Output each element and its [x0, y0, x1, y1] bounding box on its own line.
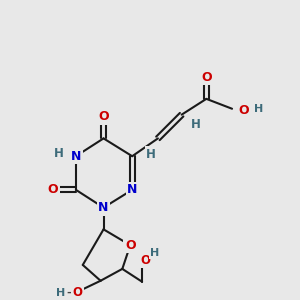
- Text: O: O: [238, 104, 249, 117]
- Text: O: O: [201, 70, 212, 84]
- Text: O: O: [48, 183, 58, 196]
- Text: H: H: [254, 104, 263, 114]
- Text: H: H: [56, 288, 66, 298]
- Text: H: H: [150, 248, 160, 258]
- Text: N: N: [71, 150, 81, 163]
- Text: N: N: [98, 201, 109, 214]
- Text: O: O: [140, 254, 150, 266]
- Text: N: N: [127, 183, 137, 196]
- Text: O: O: [98, 110, 109, 123]
- Text: H: H: [146, 148, 156, 161]
- Text: O: O: [73, 286, 83, 299]
- Text: H: H: [54, 147, 64, 160]
- Text: H: H: [190, 118, 200, 131]
- Text: -: -: [67, 288, 71, 298]
- Text: O: O: [125, 239, 136, 252]
